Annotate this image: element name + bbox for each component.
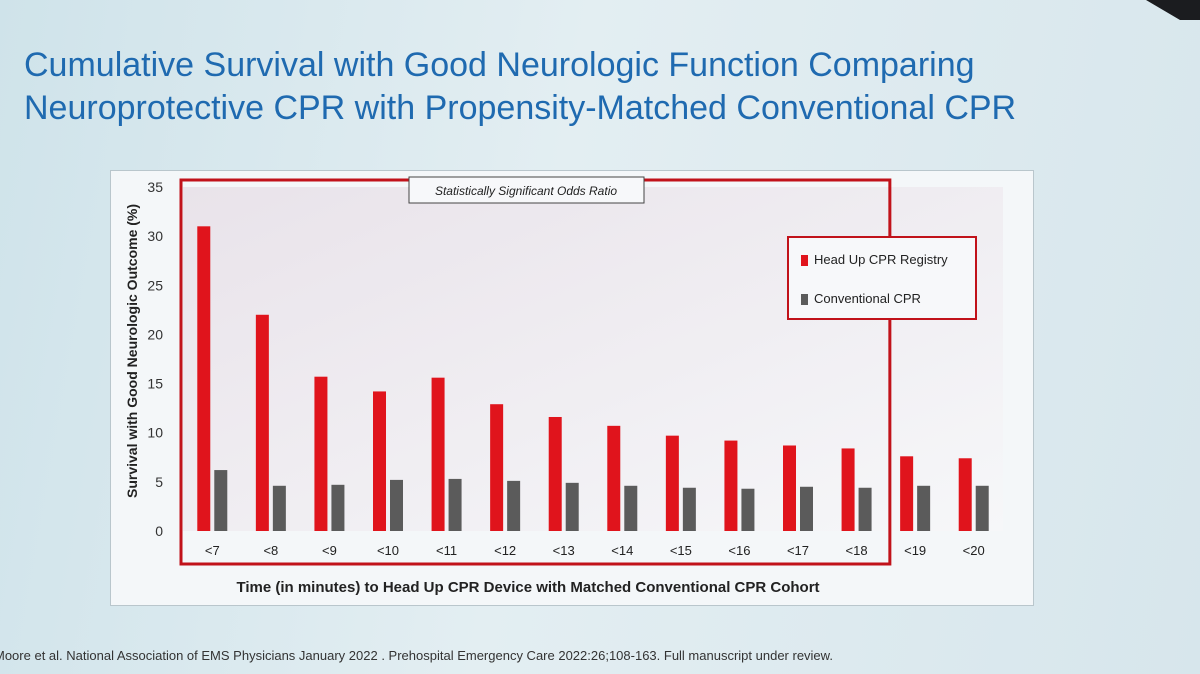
y-tick-label: 15 (147, 376, 163, 392)
legend-label-conventional: Conventional CPR (814, 291, 921, 306)
bar-head-up-lt19 (900, 456, 914, 531)
bar-conventional-lt17 (800, 486, 813, 531)
y-tick-label: 20 (147, 326, 163, 342)
bar-head-up-lt13 (548, 416, 562, 531)
annotation-box: Statistically Significant Odds Ratio (408, 176, 645, 204)
bar-conventional-lt13 (565, 482, 579, 531)
x-tick-label: <7 (205, 543, 220, 558)
y-tick-label: 0 (155, 523, 163, 539)
legend-swatch-head-up (801, 255, 808, 266)
x-tick-label: <8 (263, 543, 278, 558)
bar-head-up-lt9 (314, 376, 328, 531)
bar-head-up-lt8 (255, 314, 269, 531)
y-axis-ticks: 0 5 10 15 20 25 30 35 (147, 179, 163, 539)
x-axis-ticks: <7 <8 <9 <10 <11 <12 <13 <14 <15 <16 <17 <18 <19 <20 (205, 543, 985, 558)
bar-head-up-lt17 (783, 445, 796, 531)
bar-head-up-lt11 (431, 377, 445, 531)
chart-panel: 0 5 10 15 20 25 30 35 <7 <8 <9 <10 <11 <12 <13 <14 <15 <… (110, 170, 1034, 606)
x-tick-label: <14 (611, 543, 633, 558)
bar-head-up-lt20 (958, 458, 972, 531)
bar-head-up-lt16 (724, 440, 738, 531)
bar-conventional-lt20 (975, 485, 989, 531)
bar-conventional-lt16 (741, 488, 755, 531)
legend-swatch-conventional (801, 294, 808, 305)
x-tick-label: <11 (436, 543, 457, 558)
bar-conventional-lt9 (331, 484, 345, 531)
x-tick-label: <17 (787, 543, 809, 558)
x-tick-label: <19 (904, 543, 926, 558)
bar-conventional-lt10 (390, 479, 403, 531)
y-tick-label: 10 (147, 425, 163, 441)
citation-footnote: Moore et al. National Association of EMS… (0, 648, 833, 663)
bar-head-up-lt18 (841, 448, 855, 531)
bar-conventional-lt19 (917, 485, 931, 531)
x-tick-label: <18 (846, 543, 868, 558)
x-axis-label: Time (in minutes) to Head Up CPR Device … (236, 579, 819, 596)
annotation-text: Statistically Significant Odds Ratio (435, 184, 617, 198)
bar-conventional-lt7 (214, 470, 228, 531)
x-tick-label: <15 (670, 543, 692, 558)
bar-head-up-lt12 (490, 404, 504, 531)
bar-conventional-lt11 (448, 478, 462, 531)
title-line-1: Cumulative Survival with Good Neurologic… (24, 46, 975, 84)
bar-conventional-lt14 (624, 485, 638, 531)
bar-head-up-lt14 (607, 425, 621, 531)
bar-conventional-lt12 (507, 480, 521, 531)
bar-conventional-lt8 (272, 485, 286, 531)
x-tick-label: <20 (963, 543, 985, 558)
bar-head-up-lt15 (665, 435, 679, 531)
bar-conventional-lt15 (682, 487, 696, 531)
x-tick-label: <10 (377, 543, 399, 558)
bar-head-up-lt7 (197, 226, 211, 532)
title-line-2: Neuroprotective CPR with Propensity-Matc… (24, 89, 1017, 127)
slide-title: Cumulative Survival with Good Neurologic… (24, 44, 1164, 130)
x-tick-label: <12 (494, 543, 516, 558)
bars-layer (197, 226, 989, 532)
bar-conventional-lt18 (858, 487, 872, 531)
legend-label-head-up: Head Up CPR Registry (814, 252, 948, 267)
y-tick-label: 25 (147, 277, 163, 293)
chart-legend: Head Up CPR Registry Conventional CPR (787, 236, 977, 320)
x-tick-label: <16 (728, 543, 750, 558)
bar-head-up-lt10 (373, 391, 386, 531)
x-tick-label: <9 (322, 543, 337, 558)
y-tick-label: 5 (155, 474, 163, 490)
x-tick-label: <13 (553, 543, 575, 558)
y-tick-label: 30 (147, 228, 163, 244)
y-tick-label: 35 (147, 179, 163, 195)
y-axis-label: Survival with Good Neurologic Outcome (%… (124, 204, 140, 498)
